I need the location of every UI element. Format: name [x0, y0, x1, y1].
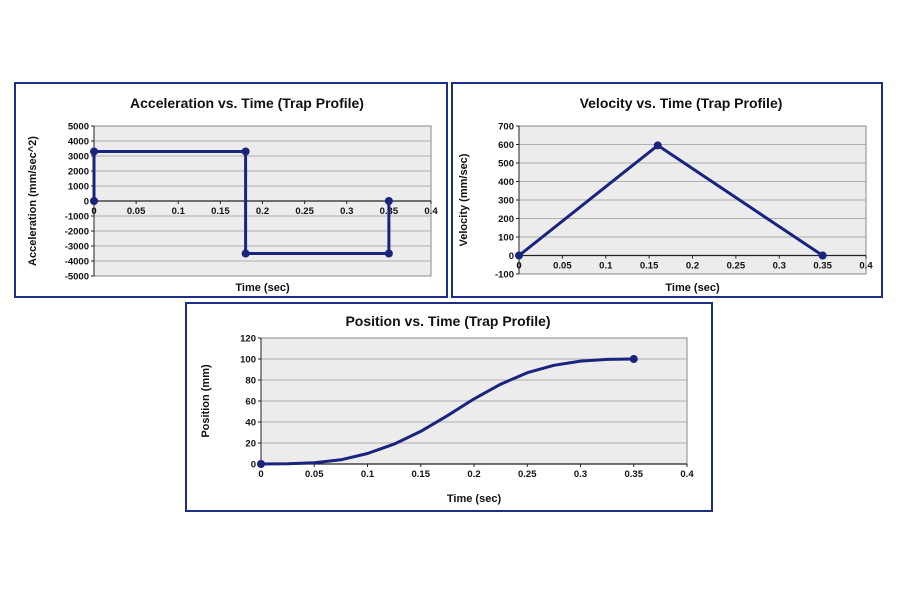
y-tick-label: -3000	[65, 242, 89, 253]
data-point	[653, 141, 662, 150]
y-tick-label: 40	[245, 418, 256, 429]
y-tick-label: -100	[495, 270, 514, 281]
y-tick-label: 60	[245, 397, 256, 408]
y-tick-label: 0	[251, 460, 256, 471]
y-tick-label: 1000	[68, 182, 89, 193]
x-tick-label: 0.4	[424, 206, 438, 217]
x-tick-label: 0.25	[295, 206, 314, 217]
y-tick-label: 120	[240, 334, 256, 345]
y-tick-label: -4000	[65, 257, 89, 268]
x-tick-label: 0.05	[553, 261, 572, 272]
y-tick-label: 700	[498, 122, 514, 133]
x-tick-label: 0	[258, 469, 263, 480]
data-point	[257, 460, 265, 468]
x-tick-label: 0.15	[412, 469, 431, 480]
x-tick-label: 0.05	[127, 206, 146, 217]
data-point	[241, 249, 250, 258]
y-axis-label: Velocity (mm/sec)	[458, 153, 470, 246]
data-point	[241, 147, 250, 156]
x-tick-label: 0.15	[211, 206, 230, 217]
series-line	[260, 357, 634, 466]
y-tick-label: 0	[84, 197, 89, 208]
series-line	[92, 150, 391, 255]
acceleration-chart: 500040003000200010000-1000-2000-3000-400…	[27, 95, 438, 294]
y-tick-label: 300	[498, 196, 514, 207]
acceleration-chart-panel: 5000 4000 3000 2000 1000 0 -1000 -2000 -3000 -400…	[14, 82, 448, 298]
x-tick-label: 0.4	[859, 261, 873, 272]
velocity-chart-panel: 700 600 500 400 300 200 100 0 -100 0 0.05 0.1 0.15 0.…	[451, 82, 883, 298]
position-chart: 120 100 80 60 40 20 00 0.05 0.1 0.15 0.2 0.25 0.3 0.3…	[200, 313, 694, 505]
y-tick-label: 500	[498, 159, 514, 170]
data-point	[90, 197, 98, 205]
y-tick-label: 80	[245, 376, 256, 387]
x-tick-label: 0.3	[574, 469, 587, 480]
x-tick-label: 0.05	[305, 469, 324, 480]
x-axis-label: Time (sec)	[665, 282, 720, 294]
x-tick-label: 0.1	[172, 206, 186, 217]
x-tick-label: 0.15	[640, 261, 659, 272]
x-tick-label: 0.4	[680, 469, 694, 480]
x-tick-label: 0.25	[727, 261, 746, 272]
chart-title: Position vs. Time (Trap Profile)	[345, 313, 550, 329]
y-tick-label: -5000	[65, 272, 89, 283]
x-tick-label: 0.3	[340, 206, 353, 217]
data-point	[515, 251, 523, 260]
position-chart-panel: 120 100 80 60 40 20 0 0 0.05 0.1 0.15 0.2 0.25 0.3 0.3…	[185, 302, 713, 512]
x-tick-label: 0.35	[625, 469, 644, 480]
x-tick-label: 0.1	[599, 261, 613, 272]
chart-title: Acceleration vs. Time (Trap Profile)	[130, 95, 364, 111]
y-tick-label: 100	[498, 233, 514, 244]
x-tick-label: 0.2	[467, 469, 480, 480]
data-point	[629, 355, 638, 363]
x-tick-label: 0.35	[813, 261, 832, 272]
y-axis-label: Position (mm)	[200, 364, 212, 438]
y-tick-label: 400	[498, 177, 514, 188]
x-axis-label: Time (sec)	[447, 493, 502, 505]
data-point	[90, 147, 98, 156]
x-tick-label: 0.3	[773, 261, 786, 272]
y-tick-label: 200	[498, 214, 514, 225]
data-point	[384, 197, 393, 205]
y-tick-label: 2000	[68, 167, 89, 178]
data-point	[818, 251, 827, 260]
x-tick-label: 0	[516, 261, 521, 272]
chart-title: Velocity vs. Time (Trap Profile)	[580, 95, 783, 111]
y-tick-label: -1000	[65, 212, 89, 223]
y-tick-label: 600	[498, 140, 514, 151]
y-tick-label: -2000	[65, 227, 89, 238]
x-tick-label: 0	[91, 206, 96, 217]
y-axis-label: Acceleration (mm/sec^2)	[27, 136, 39, 266]
x-tick-label: 0.1	[361, 469, 375, 480]
x-tick-label: 0.2	[686, 261, 699, 272]
y-tick-label: 4000	[68, 137, 89, 148]
y-tick-label: 3000	[68, 152, 89, 163]
x-tick-label: 0.2	[256, 206, 269, 217]
y-tick-label: 0	[509, 251, 514, 262]
y-tick-label: 100	[240, 355, 256, 366]
y-tick-label: 5000	[68, 122, 89, 133]
data-point	[384, 249, 393, 258]
x-tick-label: 0.25	[518, 469, 537, 480]
x-axis-label: Time (sec)	[235, 282, 290, 294]
y-tick-label: 20	[245, 439, 256, 450]
